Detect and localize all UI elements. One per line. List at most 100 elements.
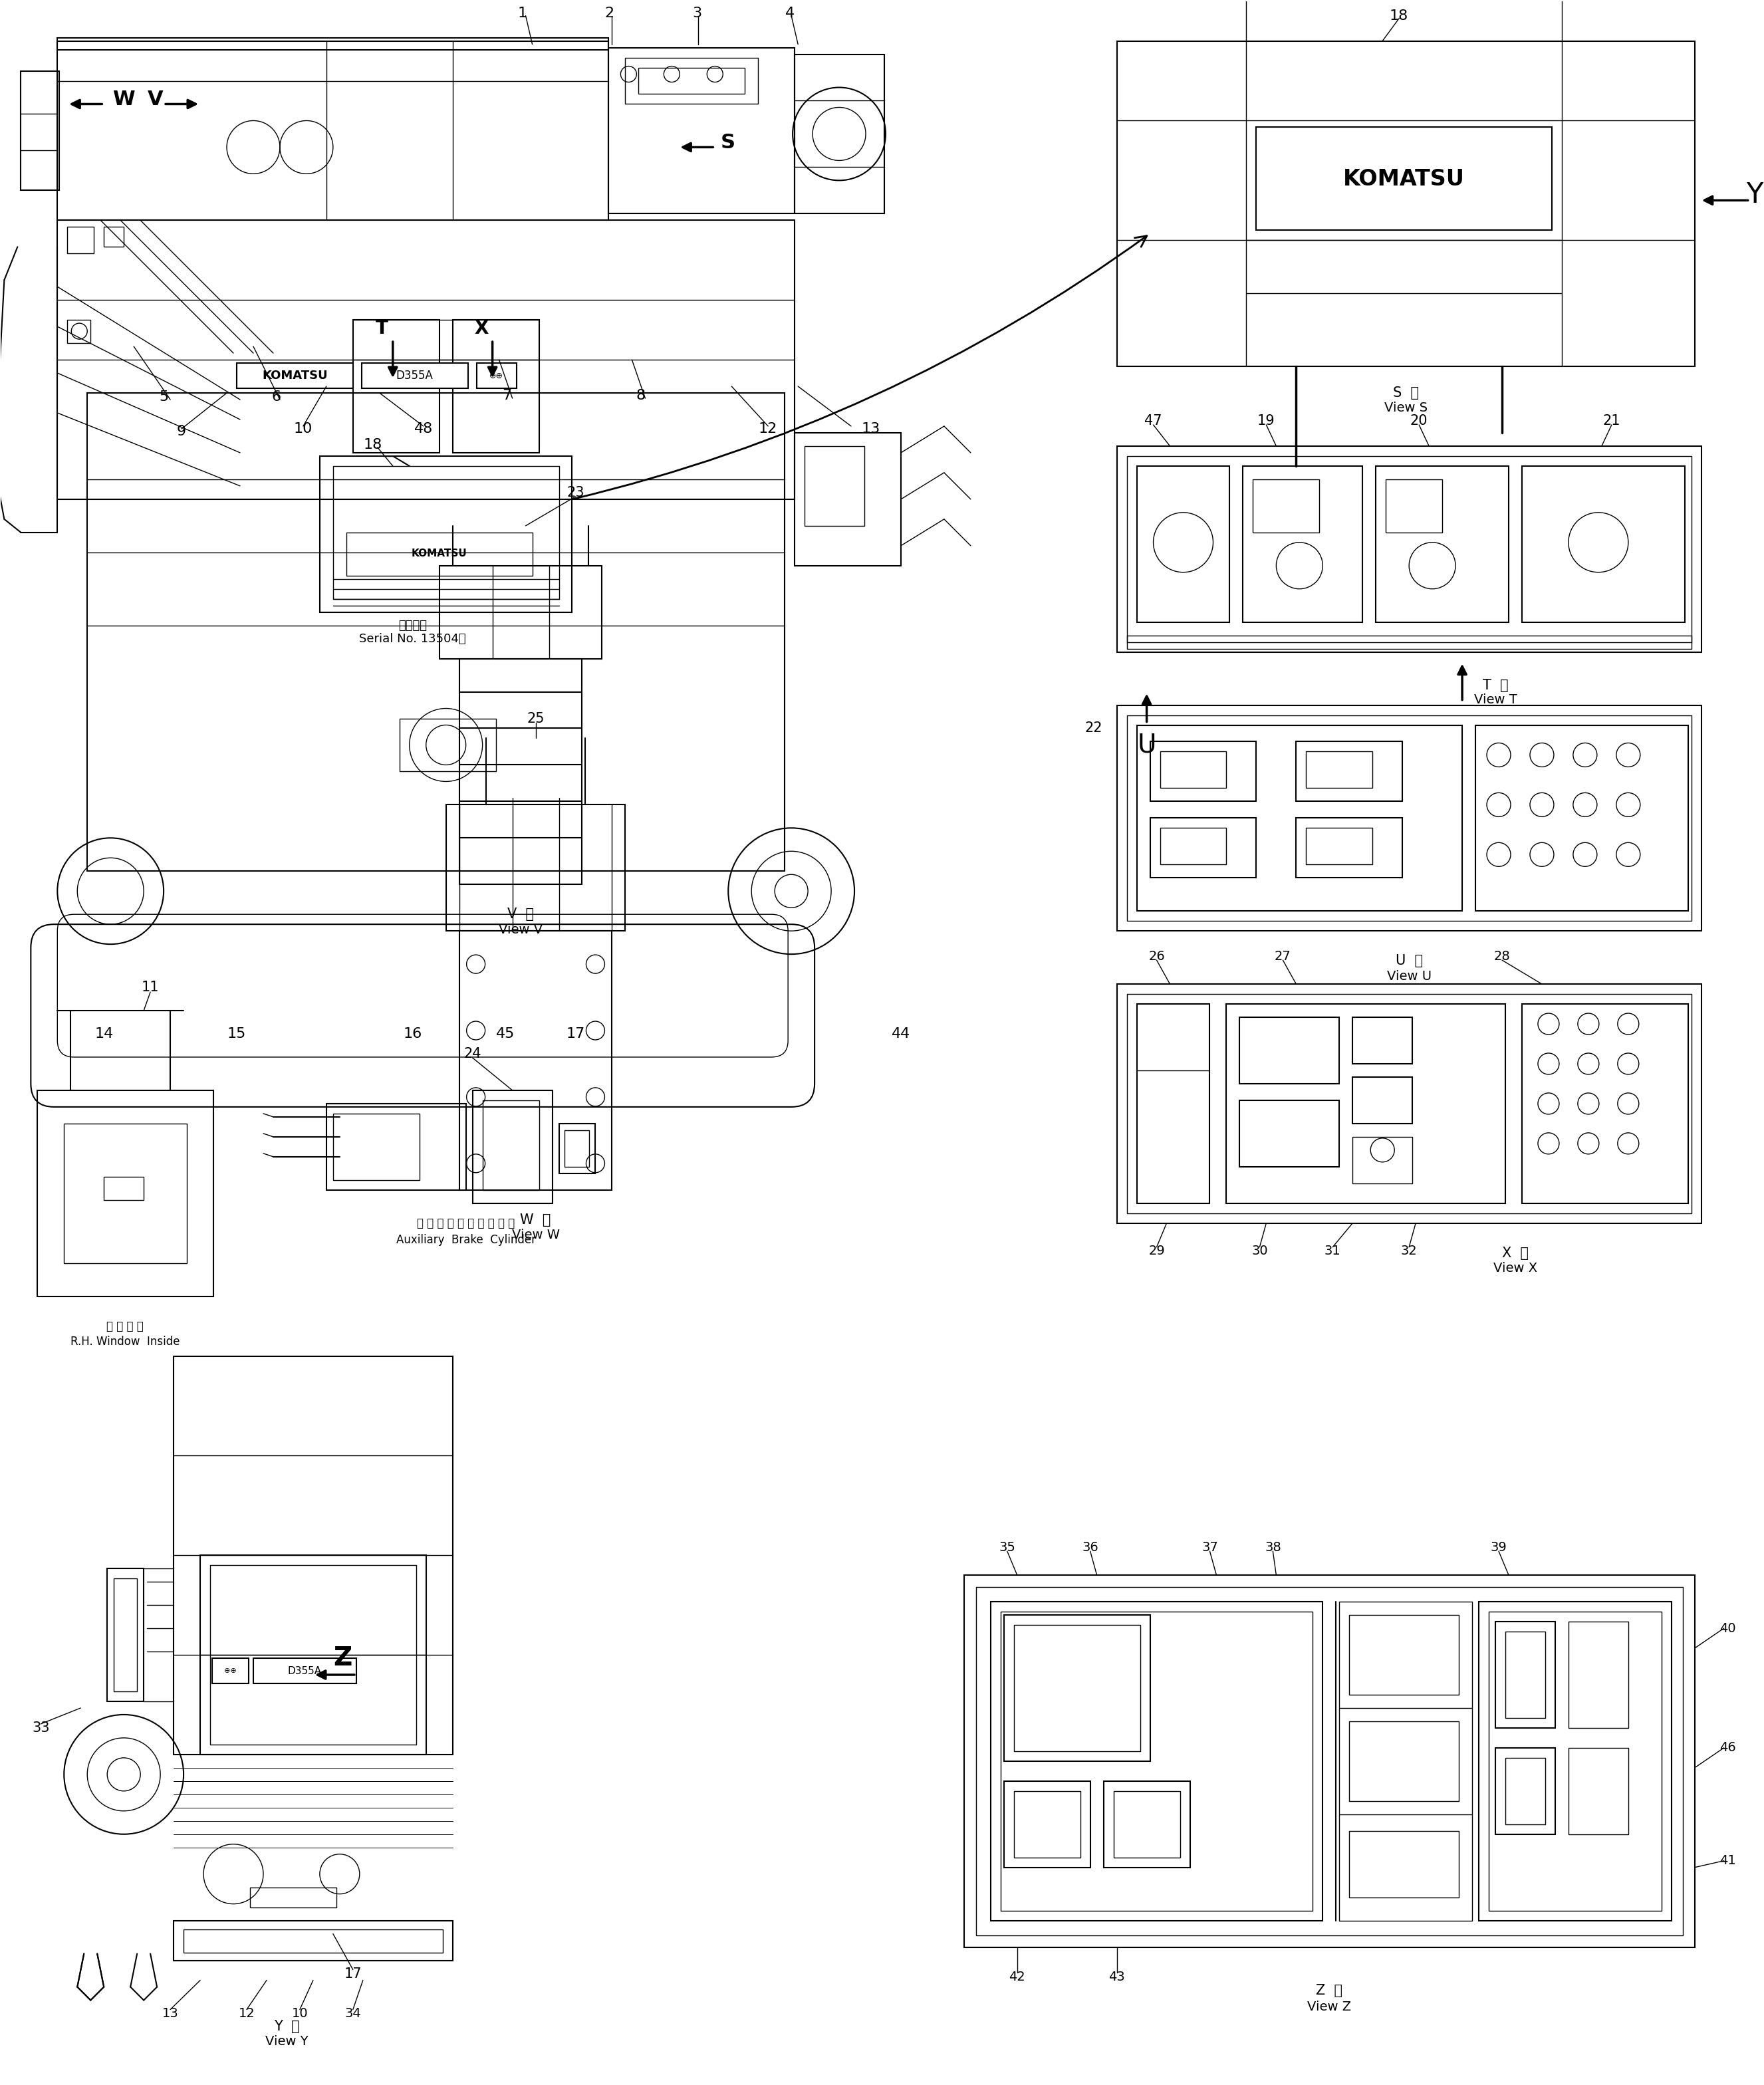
Bar [173, 1920, 453, 1960]
Text: 43: 43 [1108, 1970, 1125, 1983]
Text: KOMATSU: KOMATSU [1342, 169, 1464, 190]
Bar [173, 1355, 453, 1753]
Bar [804, 446, 864, 525]
Bar [1349, 1616, 1459, 1695]
Bar [559, 1124, 596, 1174]
Bar [794, 434, 901, 565]
Text: 20: 20 [1409, 415, 1427, 427]
Text: 5: 5 [159, 390, 168, 404]
Bar [1252, 480, 1319, 532]
Bar [1244, 467, 1362, 621]
Text: 41: 41 [1720, 1854, 1736, 1866]
Text: 35: 35 [998, 1541, 1016, 1553]
Text: View S: View S [1385, 400, 1427, 415]
Text: V: V [148, 90, 164, 108]
Text: 2: 2 [605, 6, 614, 19]
Text: View Y: View Y [265, 2035, 309, 2047]
Text: R.H. Window  Inside: R.H. Window Inside [71, 1334, 180, 1347]
Text: 47: 47 [1145, 415, 1162, 427]
Bar [1568, 1622, 1628, 1728]
Bar [1136, 1005, 1210, 1203]
Text: View Z: View Z [1307, 2000, 1351, 2014]
Bar [1505, 1758, 1545, 1824]
Bar [459, 930, 612, 1191]
Text: T  視: T 視 [1482, 678, 1508, 692]
Bar [1489, 1612, 1662, 1910]
Text: 45: 45 [496, 1028, 515, 1040]
Text: W  視: W 視 [520, 1213, 550, 1226]
Text: Y  視: Y 視 [273, 2020, 300, 2033]
Text: KOMATSU: KOMATSU [263, 369, 328, 382]
Bar [67, 319, 90, 344]
Bar [1014, 1624, 1140, 1751]
Bar [346, 532, 533, 575]
Text: W: W [113, 90, 136, 108]
Bar [1014, 1791, 1080, 1858]
Text: 30: 30 [1251, 1245, 1268, 1257]
Bar [1117, 446, 1700, 653]
Bar [1000, 1612, 1312, 1910]
Bar [1127, 995, 1692, 1213]
Bar [453, 319, 540, 452]
Bar [399, 719, 496, 771]
Text: Z  視: Z 視 [1316, 1983, 1342, 1997]
Text: Auxiliary  Brake  Cylinder: Auxiliary Brake Cylinder [397, 1234, 536, 1245]
Text: 7: 7 [503, 390, 512, 402]
Bar [86, 392, 785, 872]
Bar [1475, 726, 1688, 911]
Bar [1161, 828, 1226, 865]
Bar [1004, 1616, 1150, 1762]
Text: 10: 10 [295, 421, 312, 436]
Text: 右 窓 内 側: 右 窓 内 側 [106, 1320, 143, 1332]
Bar [58, 42, 609, 221]
Bar [483, 1101, 540, 1191]
Bar [1522, 467, 1685, 621]
Text: Z: Z [333, 1645, 353, 1670]
Text: 9: 9 [176, 425, 187, 438]
Bar [1127, 457, 1692, 642]
Bar [108, 1568, 143, 1701]
Text: View W: View W [512, 1228, 559, 1241]
Bar [1113, 1791, 1180, 1858]
Bar [333, 1113, 420, 1180]
Bar [1478, 1601, 1672, 1920]
Text: 14: 14 [95, 1028, 113, 1040]
Text: 10: 10 [291, 2008, 309, 2020]
Text: View X: View X [1494, 1261, 1536, 1274]
Bar [1387, 480, 1443, 532]
Bar [1240, 1101, 1339, 1168]
Bar [1339, 1601, 1473, 1920]
Bar [1004, 1781, 1090, 1868]
Text: V  視: V 視 [506, 907, 534, 922]
Text: 13: 13 [861, 421, 880, 436]
Bar [58, 221, 794, 498]
Bar [1150, 742, 1256, 801]
Bar [183, 1929, 443, 1952]
Text: 33: 33 [32, 1722, 49, 1735]
Bar [1505, 1633, 1545, 1718]
Text: D355A: D355A [397, 369, 434, 382]
Bar [639, 67, 744, 94]
Bar [250, 1887, 337, 1908]
Bar [794, 54, 884, 213]
Text: 4: 4 [785, 6, 796, 19]
Text: 34: 34 [344, 2008, 362, 2020]
Bar [1226, 1005, 1505, 1203]
Bar [37, 1090, 213, 1297]
Bar [564, 1130, 589, 1168]
Text: 12: 12 [238, 2008, 256, 2020]
Bar [236, 363, 353, 388]
Bar [1240, 1017, 1339, 1084]
Bar [975, 1587, 1683, 1935]
Bar [212, 1658, 249, 1683]
Text: 42: 42 [1009, 1970, 1025, 1983]
Bar [199, 1555, 427, 1753]
Bar [1297, 817, 1402, 878]
Text: 1: 1 [517, 6, 527, 19]
Text: View V: View V [499, 924, 542, 936]
Bar [1496, 1747, 1556, 1835]
Text: U: U [1138, 732, 1155, 757]
Text: 48: 48 [415, 421, 432, 436]
Bar [1127, 715, 1692, 922]
Bar [1136, 467, 1230, 621]
